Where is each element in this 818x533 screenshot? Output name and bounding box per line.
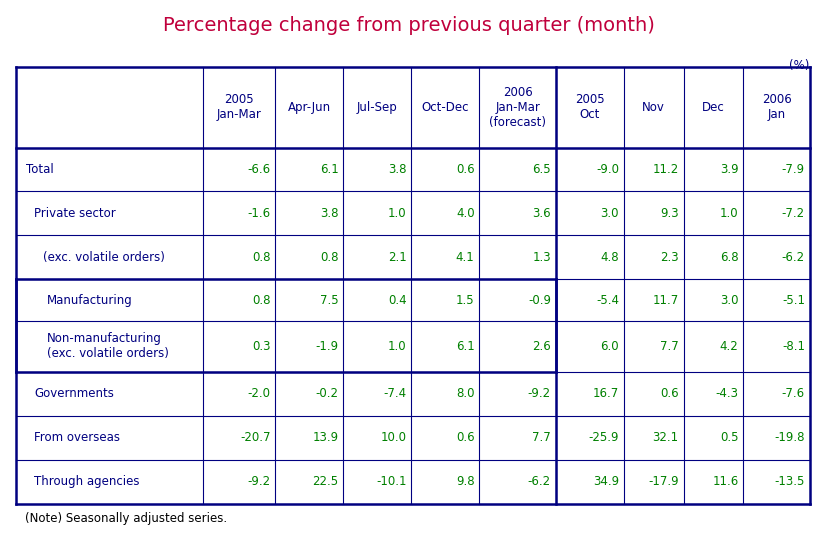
Text: -7.2: -7.2 xyxy=(782,207,805,220)
Text: -10.1: -10.1 xyxy=(376,475,407,488)
Text: 0.6: 0.6 xyxy=(660,387,679,400)
Text: 6.5: 6.5 xyxy=(533,163,551,176)
Text: -6.2: -6.2 xyxy=(782,251,805,264)
Text: 11.6: 11.6 xyxy=(712,475,739,488)
Text: 9.8: 9.8 xyxy=(456,475,474,488)
Text: Private sector: Private sector xyxy=(34,207,116,220)
Text: 2005
Jan-Mar: 2005 Jan-Mar xyxy=(217,93,262,121)
Text: Nov: Nov xyxy=(642,101,665,114)
Text: -25.9: -25.9 xyxy=(588,431,619,445)
Text: -9.2: -9.2 xyxy=(528,387,551,400)
Text: -1.6: -1.6 xyxy=(247,207,271,220)
Text: 7.7: 7.7 xyxy=(660,340,679,353)
Text: -13.5: -13.5 xyxy=(775,475,805,488)
Text: 32.1: 32.1 xyxy=(653,431,679,445)
Text: 0.8: 0.8 xyxy=(252,251,271,264)
Text: 1.3: 1.3 xyxy=(533,251,551,264)
Text: -2.0: -2.0 xyxy=(247,387,271,400)
Text: (Note) Seasonally adjusted series.: (Note) Seasonally adjusted series. xyxy=(25,512,227,524)
Text: 2006
Jan: 2006 Jan xyxy=(762,93,792,121)
Text: 2.6: 2.6 xyxy=(533,340,551,353)
Text: 3.8: 3.8 xyxy=(388,163,407,176)
Text: 4.2: 4.2 xyxy=(720,340,739,353)
Text: 4.8: 4.8 xyxy=(600,251,619,264)
Text: -6.2: -6.2 xyxy=(528,475,551,488)
Text: 11.2: 11.2 xyxy=(653,163,679,176)
Text: 9.3: 9.3 xyxy=(660,207,679,220)
Text: -5.1: -5.1 xyxy=(782,294,805,306)
Text: 0.3: 0.3 xyxy=(252,340,271,353)
Text: 1.5: 1.5 xyxy=(456,294,474,306)
Text: 8.0: 8.0 xyxy=(456,387,474,400)
Text: 13.9: 13.9 xyxy=(312,431,339,445)
Text: Governments: Governments xyxy=(34,387,115,400)
Text: 2005
Oct: 2005 Oct xyxy=(575,93,605,121)
Text: -0.2: -0.2 xyxy=(316,387,339,400)
Text: -17.9: -17.9 xyxy=(648,475,679,488)
Text: 1.0: 1.0 xyxy=(388,340,407,353)
Text: -4.3: -4.3 xyxy=(716,387,739,400)
Text: -6.6: -6.6 xyxy=(247,163,271,176)
Text: Oct-Dec: Oct-Dec xyxy=(422,101,470,114)
Text: Non-manufacturing
(exc. volatile orders): Non-manufacturing (exc. volatile orders) xyxy=(47,333,169,360)
Text: 0.8: 0.8 xyxy=(252,294,271,306)
Text: 16.7: 16.7 xyxy=(593,387,619,400)
Text: Jul-Sep: Jul-Sep xyxy=(357,101,398,114)
Text: 6.1: 6.1 xyxy=(320,163,339,176)
Text: 4.0: 4.0 xyxy=(456,207,474,220)
Text: 34.9: 34.9 xyxy=(593,475,619,488)
Text: 10.0: 10.0 xyxy=(380,431,407,445)
Text: 7.7: 7.7 xyxy=(533,431,551,445)
Text: 3.0: 3.0 xyxy=(720,294,739,306)
Text: -7.9: -7.9 xyxy=(782,163,805,176)
Text: 7.5: 7.5 xyxy=(320,294,339,306)
Text: 2.3: 2.3 xyxy=(660,251,679,264)
Text: -7.4: -7.4 xyxy=(384,387,407,400)
Text: 3.0: 3.0 xyxy=(600,207,619,220)
Text: 22.5: 22.5 xyxy=(312,475,339,488)
Text: 2006
Jan-Mar
(forecast): 2006 Jan-Mar (forecast) xyxy=(489,86,546,128)
Text: From overseas: From overseas xyxy=(34,431,120,445)
Text: -19.8: -19.8 xyxy=(775,431,805,445)
Text: -8.1: -8.1 xyxy=(782,340,805,353)
Text: -1.9: -1.9 xyxy=(315,340,339,353)
Text: 4.1: 4.1 xyxy=(456,251,474,264)
Text: 6.1: 6.1 xyxy=(456,340,474,353)
Text: -7.6: -7.6 xyxy=(782,387,805,400)
Text: -9.2: -9.2 xyxy=(247,475,271,488)
Text: Dec: Dec xyxy=(702,101,725,114)
Text: -20.7: -20.7 xyxy=(240,431,271,445)
Text: 1.0: 1.0 xyxy=(388,207,407,220)
Text: 0.6: 0.6 xyxy=(456,163,474,176)
Text: 3.8: 3.8 xyxy=(320,207,339,220)
Text: 6.8: 6.8 xyxy=(720,251,739,264)
Text: 0.5: 0.5 xyxy=(720,431,739,445)
Text: Total: Total xyxy=(26,163,54,176)
Text: Through agencies: Through agencies xyxy=(34,475,140,488)
Text: Manufacturing: Manufacturing xyxy=(47,294,133,306)
Text: 0.6: 0.6 xyxy=(456,431,474,445)
Text: -5.4: -5.4 xyxy=(596,294,619,306)
Text: 6.0: 6.0 xyxy=(600,340,619,353)
Text: 1.0: 1.0 xyxy=(720,207,739,220)
Text: Apr-Jun: Apr-Jun xyxy=(288,101,331,114)
Text: (%): (%) xyxy=(789,59,810,71)
Text: 0.8: 0.8 xyxy=(320,251,339,264)
Text: -0.9: -0.9 xyxy=(528,294,551,306)
Text: 3.9: 3.9 xyxy=(720,163,739,176)
Text: 11.7: 11.7 xyxy=(653,294,679,306)
Text: Percentage change from previous quarter (month): Percentage change from previous quarter … xyxy=(163,16,655,35)
Text: 2.1: 2.1 xyxy=(388,251,407,264)
Text: -9.0: -9.0 xyxy=(596,163,619,176)
Text: 0.4: 0.4 xyxy=(388,294,407,306)
Text: (exc. volatile orders): (exc. volatile orders) xyxy=(43,251,164,264)
Text: 3.6: 3.6 xyxy=(533,207,551,220)
